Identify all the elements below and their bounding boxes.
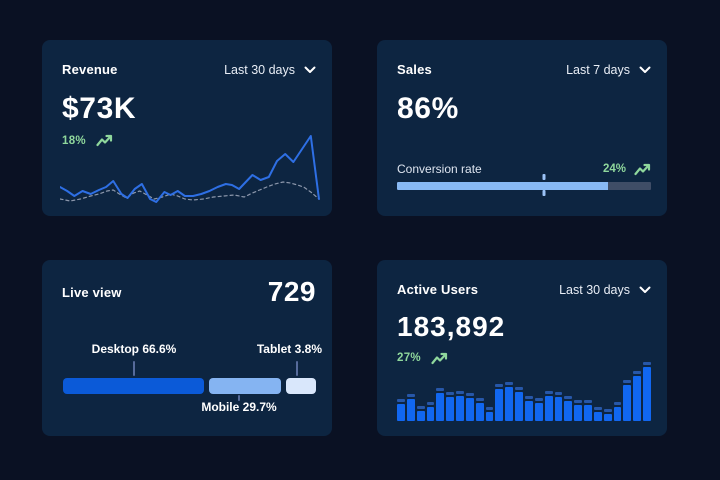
revenue-card-header: Revenue Last 30 days [62,62,316,77]
segment-mobile [209,378,281,394]
progress-track [397,182,651,190]
sales-card-title: Sales [397,62,432,77]
user-bar-22 [613,402,622,421]
user-bar-7 [465,393,474,421]
active-users-range-label: Last 30 days [559,282,630,297]
user-bar-15 [544,391,553,421]
user-bar-21 [603,409,612,421]
desktop-segment-label: Desktop 66.6% [91,342,177,356]
active-users-change-row: 27% [397,352,647,365]
user-bar-25 [643,362,651,421]
user-bar-23 [623,380,632,421]
live-view-card: Live view 729 Desktop 66.6% Tablet 3.8% … [42,260,332,436]
device-stacked-bar [63,378,316,394]
active-users-card-header: Active Users Last 30 days [397,282,651,297]
live-view-card-title: Live view [62,284,122,300]
revenue-series-previous [60,182,319,201]
revenue-card-title: Revenue [62,62,118,77]
user-bar-0 [397,399,405,421]
tablet-label-connector [296,361,298,376]
conversion-rate-row: Conversion rate 24% [397,162,651,176]
progress-fill [397,182,608,190]
revenue-card: Revenue Last 30 days $73K 18% [42,40,332,216]
user-bar-1 [406,394,415,421]
progress-goal-marker-bottom [542,190,546,196]
user-bar-20 [593,407,602,421]
sales-change-group: 24% [603,163,651,176]
user-bar-11 [505,382,514,421]
live-view-value: 729 [267,276,316,307]
mobile-label-connector [238,395,240,401]
user-bar-16 [554,392,563,421]
conversion-rate-label: Conversion rate [397,162,482,176]
sales-card: Sales Last 7 days 86% Conversion rate 24… [377,40,667,216]
user-bar-17 [564,396,573,421]
user-bar-4 [436,388,445,421]
user-bar-3 [426,402,435,421]
sales-range-dropdown[interactable]: Last 7 days [566,63,651,77]
revenue-range-dropdown[interactable]: Last 30 days [224,63,316,77]
sales-range-label: Last 7 days [566,62,630,77]
trend-up-icon [96,134,113,147]
revenue-change: 18% [62,134,86,147]
revenue-line-chart [60,129,320,203]
user-bar-13 [524,396,533,421]
segment-desktop [63,378,205,394]
dashboard-grid: Revenue Last 30 days $73K 18% Sales Last… [42,40,667,436]
user-bar-14 [534,398,543,421]
active-users-bar-chart [397,359,651,421]
user-bar-19 [584,400,592,421]
revenue-series-current [60,136,319,202]
sales-card-header: Sales Last 7 days [397,62,651,77]
progress-goal-marker-top [542,174,546,180]
revenue-change-row: 18% [62,134,312,147]
live-view-card-header: Live view 729 [62,276,316,308]
active-users-card: Active Users Last 30 days 183,892 27% [377,260,667,436]
active-users-change: 27% [397,352,421,365]
chevron-down-icon [304,66,316,73]
desktop-label-connector [133,361,135,376]
tablet-segment-label: Tablet 3.8% [256,342,322,356]
user-bar-2 [416,406,425,421]
user-bar-10 [495,384,504,421]
user-bar-5 [446,392,455,421]
trend-up-icon [634,163,651,175]
user-bar-6 [456,391,464,421]
sales-change: 24% [602,163,626,175]
active-users-card-title: Active Users [397,282,479,297]
chevron-down-icon [639,286,651,293]
revenue-value: $73K [62,92,137,125]
sales-value: 86% [397,92,459,125]
user-bar-24 [633,371,642,421]
conversion-progress-bar [397,174,651,196]
chevron-down-icon [639,66,651,73]
user-bar-9 [485,407,494,421]
user-bar-8 [475,398,484,421]
user-bar-12 [515,387,523,421]
mobile-segment-label: Mobile 29.7% [201,400,277,414]
active-users-range-dropdown[interactable]: Last 30 days [559,283,651,297]
active-users-value: 183,892 [397,311,506,342]
user-bar-18 [574,400,583,421]
segment-tablet [285,378,316,394]
revenue-range-label: Last 30 days [224,62,295,77]
trend-up-icon [431,352,448,364]
